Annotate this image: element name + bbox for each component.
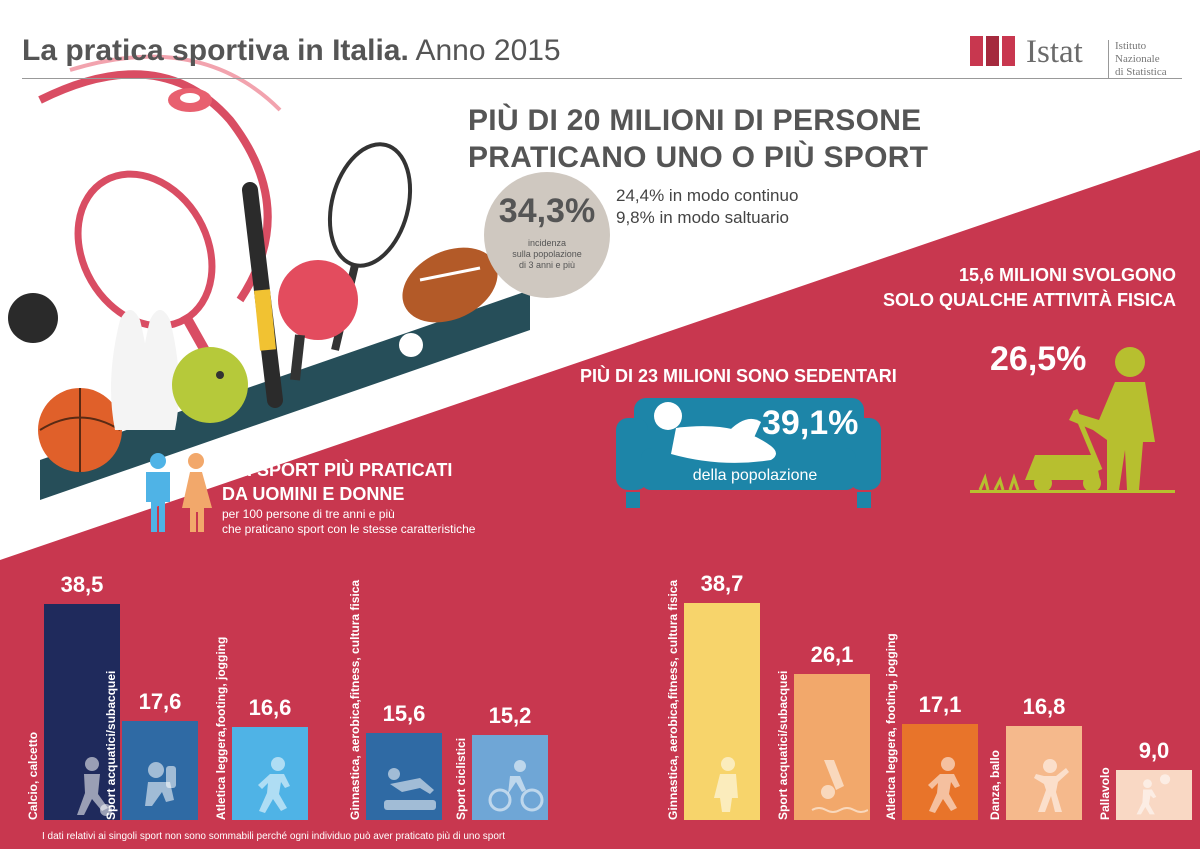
runner-woman-icon	[916, 756, 976, 821]
physical-activity-pct: 26,5%	[990, 340, 1087, 378]
men-value-label: 15,2	[488, 703, 532, 728]
sedentary-caption: della popolazione	[692, 467, 818, 484]
incidence-cap-3: di 3 anni e più	[518, 260, 576, 270]
women-category-label: Ginnastica, aerobica,fitness, cultura fi…	[666, 579, 680, 820]
occasional-stat: 9,8% in modo saltuario	[616, 208, 789, 227]
title-rule	[22, 78, 1182, 79]
men-value-label: 15,6	[382, 701, 426, 726]
diver-icon	[136, 756, 196, 821]
men-bar	[44, 604, 120, 820]
continuous-stat: 24,4% in modo continuo	[616, 186, 799, 205]
man-woman-icon	[146, 453, 212, 532]
women-value-label: 16,8	[1022, 694, 1066, 719]
logo-mark-2	[986, 36, 999, 66]
women-value-label: 17,1	[918, 692, 962, 717]
men-category-label: Sport ciclistici	[454, 737, 468, 820]
sports-head-line-2: DA UOMINI E DONNE	[222, 484, 405, 504]
cyclist-icon	[486, 756, 546, 821]
men-value-label: 16,6	[248, 695, 292, 720]
lawn-mower-icon	[970, 347, 1175, 493]
soccer-player-icon	[58, 756, 118, 821]
title-bold: La pratica sportiva in Italia.	[22, 34, 409, 67]
sports-equipment-illustration	[8, 54, 498, 472]
istat-logo: Istat Istituto Nazionale di Statistica	[968, 32, 1183, 79]
footnote: I dati relativi ai singoli sport non son…	[42, 831, 506, 842]
physical-activity-head: 15,6 MILIONI SVOLGONO SOLO QUALCHE ATTIV…	[860, 263, 1176, 313]
men-category-label: Ginnastica, aerobica,fitness, cultura fi…	[348, 579, 362, 820]
page-title: La pratica sportiva in Italia. Anno 2015	[22, 34, 561, 68]
women-category-label: Sport acquatici/subacquei	[776, 670, 790, 820]
women-value-label: 26,1	[810, 642, 854, 667]
men-value-label: 17,6	[138, 689, 182, 714]
women-category-label: Atletica leggera, footing, jogging	[884, 633, 898, 820]
logo-sub-line-2: di Statistica	[1115, 66, 1167, 78]
incidence-badge: 34,3% incidenza sulla popolazione di 3 a…	[484, 172, 610, 298]
men-value-label: 38,5	[60, 572, 104, 597]
logo-sub-line-1: Istituto Nazionale	[1115, 40, 1160, 65]
logo-mark-3	[1002, 36, 1015, 66]
women-value-label: 9,0	[1138, 738, 1170, 763]
incidence-pct: 34,3%	[498, 192, 596, 230]
logo-subtitle: Istituto Nazionale di Statistica	[1108, 40, 1183, 79]
logo-brand: Istat	[1026, 34, 1083, 70]
fitness-icon	[380, 756, 440, 821]
crimson-band	[0, 150, 1200, 849]
incidence-cap-1: incidenza	[527, 238, 567, 248]
volleyball-icon	[1130, 772, 1174, 819]
women-category-label: Pallavolo	[1098, 767, 1112, 820]
headline-line-1: PIÙ DI 20 MILIONI DI PERSONE	[468, 104, 922, 137]
practice-breakdown: 24,4% in modo continuo 9,8% in modo salt…	[616, 185, 798, 229]
men-bar	[232, 727, 308, 820]
physical-line-2: SOLO QUALCHE ATTIVITÀ FISICA	[883, 290, 1176, 310]
fitness-woman-icon	[698, 756, 758, 821]
sports-sub-line-2: che praticano sport con le stesse caratt…	[222, 522, 476, 536]
title-year: Anno 2015	[415, 34, 561, 67]
men-category-label: Calcio, calcetto	[26, 731, 40, 820]
incidence-cap-2: sulla popolazione	[512, 249, 582, 259]
sedentary-pct: 39,1%	[762, 404, 859, 442]
men-category-label: Sport acquatici/subacquei	[104, 670, 118, 820]
men-category-label: Atletica leggera,footing, jogging	[214, 636, 228, 820]
headline-line-2: PRATICANO UNO O PIÙ SPORT	[468, 141, 929, 174]
sports-sub-line-1: per 100 persone di tre anni e più	[222, 507, 395, 521]
incidence-caption: incidenza sulla popolazione di 3 anni e …	[484, 238, 610, 271]
headline: PIÙ DI 20 MILIONI DI PERSONE PRATICANO U…	[468, 102, 928, 176]
sports-section-sub: per 100 persone di tre anni e più che pr…	[222, 507, 475, 537]
sports-section-head: GLI SPORT PIÙ PRATICATI DA UOMINI E DONN…	[222, 458, 452, 506]
sports-head-line-1: GLI SPORT PIÙ PRATICATI	[222, 460, 453, 480]
sofa-icon	[616, 398, 881, 508]
women-value-label: 38,7	[700, 571, 744, 596]
runner-icon	[246, 756, 306, 821]
sedentary-head: PIÙ DI 23 MILIONI SONO SEDENTARI	[580, 366, 897, 386]
dancer-icon	[1020, 756, 1080, 821]
physical-line-1: 15,6 MILIONI SVOLGONO	[958, 265, 1176, 285]
women-category-label: Danza, ballo	[988, 749, 1002, 820]
swimmer-icon	[808, 756, 869, 821]
logo-mark-1	[970, 36, 983, 66]
